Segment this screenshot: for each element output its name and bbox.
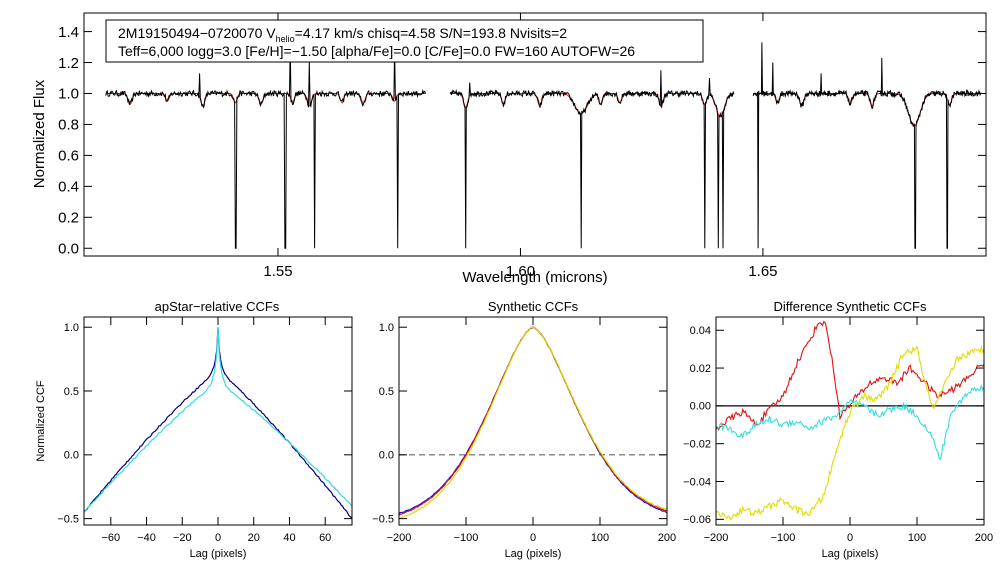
apstar-ccf-ytick-label: 0.0 xyxy=(64,450,79,462)
synthetic-ccf-ytick-label: −0.5 xyxy=(372,513,394,525)
difference-ccf-ticks: −200 −100 0 100 200 −0.06 −0.04 −0.02 0.00 0.02 0.… xyxy=(683,317,993,544)
difference-ccf-xtick-label: −100 xyxy=(771,532,796,544)
difference-ccf-xtick-label: 100 xyxy=(908,532,926,544)
apstar-ccf-series-visit-1 xyxy=(83,327,353,520)
difference-ccf-ytick-label: −0.06 xyxy=(683,514,711,526)
apstar-ccf-xtick-label: −40 xyxy=(137,532,156,544)
difference-ccf-ytick-label: −0.02 xyxy=(683,439,711,451)
difference-ccf-ytick-label: 0.00 xyxy=(690,401,711,413)
info-stats: =4.17 km/s chisq=4.58 S/N=193.8 Nvisits=… xyxy=(295,25,568,41)
spectrum-info-line1: 2M19150494−0720070 Vhelio=4.17 km/s chis… xyxy=(118,25,567,44)
apstar-ccf-series-visit-2 xyxy=(83,326,353,513)
spectrum-ytick-label: 0.6 xyxy=(58,148,79,165)
spectrum-ytick-label: 0.8 xyxy=(58,117,79,134)
spectrum-ytick-label: 1.2 xyxy=(58,55,79,72)
synthetic-ccf-xtick-label: 200 xyxy=(658,532,676,544)
difference-ccf-ytick-label: 0.02 xyxy=(690,363,711,375)
spectrum-panel: 1.55 1.60 1.65 0.0 0.2 0.4 0.6 0.8 1.0 1.2 1.4 2M1… xyxy=(31,12,987,286)
spectrum-plot-area xyxy=(105,42,982,249)
apstar-ccf-plot-area xyxy=(83,326,353,520)
difference-ccf-plot-area xyxy=(715,320,985,521)
info-star-id: 2M19150494−0720070 V xyxy=(118,25,276,41)
spectrum-ylabel: Normalized Flux xyxy=(31,79,48,188)
apstar-ccf-xtick-label: 40 xyxy=(283,532,295,544)
synthetic-ccf-series-yellow xyxy=(398,326,668,519)
spectrum-xtick-label: 1.60 xyxy=(506,263,535,280)
apstar-ccf-frame xyxy=(83,316,353,526)
difference-ccf-series-yellow xyxy=(715,345,985,521)
apstar-ccf-ytick-label: −0.5 xyxy=(57,513,79,525)
difference-ccf-xtick-label: −200 xyxy=(704,532,729,544)
apstar-ccf-xtick-label: 0 xyxy=(215,532,221,544)
difference-ccf-ytick-label: −0.04 xyxy=(683,476,711,488)
spectrum-ytick-label: 0.2 xyxy=(58,210,79,227)
apstar-ccf-xtick-label: 20 xyxy=(248,532,260,544)
apstar-ccf-title: apStar−relative CCFs xyxy=(155,299,280,314)
spectrum-ytick-label: 0.0 xyxy=(58,241,79,258)
synthetic-ccf-ticks: −200 −100 0 100 200 −0.5 0.0 0.5 1.0 xyxy=(372,317,676,544)
spectrum-info-box xyxy=(105,19,704,63)
synthetic-ccf-ytick-label: 1.0 xyxy=(379,322,394,334)
difference-ccf-panel: Difference Synthetic CCFs −200 −100 0 100 20… xyxy=(683,299,993,560)
info-subscript: helio xyxy=(276,34,295,44)
synthetic-ccf-plot-area xyxy=(398,326,668,519)
apstar-ccf-ylabel: Normalized CCF xyxy=(35,380,47,462)
spectrum-ticks: 1.55 1.60 1.65 0.0 0.2 0.4 0.6 0.8 1.0 1.2 1.4 xyxy=(58,13,986,280)
observed-spectrum-chip-1 xyxy=(105,42,427,249)
apstar-ccf-ticks: −60 −40 −20 0 20 40 60 −0.5 0.0 0.5 1.0 xyxy=(57,317,352,544)
synthetic-ccf-series-red xyxy=(398,326,668,516)
spectrum-info-line2: Teff=6,000 logg=3.0 [Fe/H]=−1.50 [alpha/… xyxy=(118,43,635,59)
spectrum-ytick-label: 1.0 xyxy=(58,86,79,103)
difference-ccf-xlabel: Lag (pixels) xyxy=(822,548,879,560)
apstar-ccf-panel: apStar−relative CCFs −60 −40 −20 0 20 40 60 −0.… xyxy=(35,299,353,560)
difference-ccf-xtick-label: 200 xyxy=(975,532,993,544)
apstar-ccf-xtick-label: −20 xyxy=(173,532,192,544)
apstar-ccf-xtick-label: 60 xyxy=(319,532,331,544)
apstar-ccf-ytick-label: 0.5 xyxy=(64,386,79,398)
spectrum-xtick-label: 1.55 xyxy=(263,263,292,280)
synthetic-ccf-ytick-label: 0.0 xyxy=(379,450,394,462)
difference-ccf-xtick-label: 0 xyxy=(847,532,853,544)
synthetic-ccf-xlabel: Lag (pixels) xyxy=(505,548,562,560)
difference-ccf-series-cyan xyxy=(715,383,985,461)
spectrum-xlabel: Wavelength (microns) xyxy=(462,269,607,286)
synthetic-ccf-ytick-label: 0.5 xyxy=(379,386,394,398)
difference-ccf-ytick-label: 0.04 xyxy=(690,325,711,337)
synthetic-ccf-xtick-label: −200 xyxy=(387,532,412,544)
spectrum-ytick-label: 0.4 xyxy=(58,179,79,196)
spectrum-frame xyxy=(83,12,987,257)
synthetic-ccf-xtick-label: 100 xyxy=(591,532,609,544)
apstar-ccf-ytick-label: 1.0 xyxy=(64,322,79,334)
spectrum-ytick-label: 1.4 xyxy=(58,24,79,41)
synthetic-ccf-xtick-label: −100 xyxy=(454,532,479,544)
spectrum-xtick-label: 1.65 xyxy=(748,263,777,280)
observed-spectrum-chip-3 xyxy=(752,42,982,249)
synthetic-ccf-panel: Synthetic CCFs −200 −100 0 100 200 −0.5 0.0 0.5… xyxy=(372,299,676,560)
synthetic-ccf-title: Synthetic CCFs xyxy=(488,299,579,314)
apstar-ccf-xtick-label: −60 xyxy=(101,532,120,544)
difference-ccf-title: Difference Synthetic CCFs xyxy=(774,299,927,314)
synthetic-ccf-xtick-label: 0 xyxy=(530,532,536,544)
apstar-ccf-xlabel: Lag (pixels) xyxy=(190,548,247,560)
observed-spectrum-chip-2 xyxy=(449,70,735,249)
